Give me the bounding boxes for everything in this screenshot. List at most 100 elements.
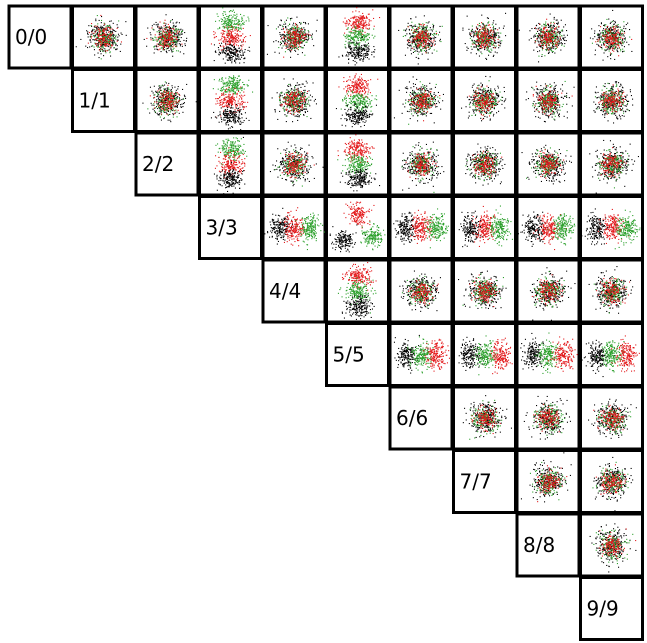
scatter-point xyxy=(249,35,251,37)
scatter-point xyxy=(404,35,406,37)
scatter-point xyxy=(296,43,298,45)
scatter-point xyxy=(622,43,624,45)
scatter-point xyxy=(353,47,355,49)
scatter-point xyxy=(229,43,231,45)
scatter-point xyxy=(283,28,285,30)
scatter-point xyxy=(162,34,164,36)
scatter-point xyxy=(425,37,427,39)
scatter-point xyxy=(600,22,602,24)
scatter-point xyxy=(348,35,350,37)
scatter-point xyxy=(537,27,539,29)
scatter-point xyxy=(157,39,159,41)
scatter-point xyxy=(176,41,178,43)
scatter-point xyxy=(486,46,488,48)
scatter-point xyxy=(355,45,357,47)
scatter-point xyxy=(555,37,557,39)
scatter-point xyxy=(298,31,300,33)
scatter-point xyxy=(604,34,606,36)
scatter-point xyxy=(184,32,186,34)
scatter-point xyxy=(245,36,247,38)
scatter-point xyxy=(608,28,610,30)
scatter-point xyxy=(225,44,227,46)
scatter-point xyxy=(303,44,305,46)
scatter-point xyxy=(237,21,239,23)
scatter-point xyxy=(166,44,168,46)
scatter-point xyxy=(407,26,409,28)
scatter-point xyxy=(555,43,557,45)
scatter-point xyxy=(612,41,614,43)
scatter-point xyxy=(361,49,363,51)
scatter-point xyxy=(362,60,364,62)
scatter-point xyxy=(422,25,424,27)
scatter-point xyxy=(614,39,616,41)
scatter-point xyxy=(363,58,365,60)
scatter-point xyxy=(234,27,236,29)
scatter-point xyxy=(143,38,145,40)
scatter-point xyxy=(421,49,423,51)
scatter-point xyxy=(557,37,559,39)
scatter-point xyxy=(536,46,538,48)
scatter-point xyxy=(422,31,424,33)
scatter-point xyxy=(547,24,549,26)
scatter-point xyxy=(292,32,294,34)
scatter-point xyxy=(481,38,483,40)
scatter-point xyxy=(116,24,118,26)
scatter-point xyxy=(484,41,486,43)
scatter-point xyxy=(107,29,109,31)
scatter-point xyxy=(597,35,599,37)
scatter-point xyxy=(476,28,478,30)
scatter-point xyxy=(161,40,163,42)
scatter-point xyxy=(606,35,608,37)
scatter-point xyxy=(429,34,431,36)
scatter-point xyxy=(480,35,482,37)
scatter-point xyxy=(167,26,169,28)
scatter-point xyxy=(408,42,410,44)
scatter-point xyxy=(222,20,224,22)
scatter-point xyxy=(154,39,156,41)
scatter-point xyxy=(292,45,294,47)
scatter-point xyxy=(106,33,108,35)
scatter-point xyxy=(475,44,477,46)
scatter-point xyxy=(225,50,227,52)
scatter-point xyxy=(417,35,419,37)
scatter-point xyxy=(424,33,426,35)
scatter-point xyxy=(164,41,166,43)
scatter-point xyxy=(295,39,297,41)
scatter-point xyxy=(426,25,428,27)
scatter-point xyxy=(99,29,101,31)
scatter-point xyxy=(235,52,237,54)
scatter-point xyxy=(549,36,551,38)
scatter-point xyxy=(541,55,543,57)
scatter-point xyxy=(95,38,97,40)
scatter-point xyxy=(294,30,296,32)
scatter-point xyxy=(302,35,304,37)
scatter-point xyxy=(552,37,554,39)
scatter-point xyxy=(611,41,613,43)
scatter-point xyxy=(80,38,82,40)
scatter-point xyxy=(178,43,180,45)
scatter-point xyxy=(184,43,186,45)
scatter-point xyxy=(349,47,351,49)
scatter-point xyxy=(609,35,611,37)
scatter-point xyxy=(112,41,114,43)
scatter-point xyxy=(354,17,356,19)
scatter-point xyxy=(542,40,544,42)
scatter-point xyxy=(491,36,493,38)
scatter-point xyxy=(166,35,168,37)
scatter-point xyxy=(425,32,427,34)
scatter-point xyxy=(597,37,599,39)
scatter-point xyxy=(125,34,127,36)
scatter-point xyxy=(604,40,606,42)
scatter-point xyxy=(306,33,308,35)
scatter-point xyxy=(560,39,562,41)
scatter-point xyxy=(288,47,290,49)
scatter-point xyxy=(358,44,360,46)
scatter-point xyxy=(362,54,364,56)
scatter-point xyxy=(429,43,431,45)
scatter-point xyxy=(221,49,223,51)
scatter-point xyxy=(605,34,607,36)
scatter-point xyxy=(416,29,418,31)
scatter-point xyxy=(549,39,551,41)
scatter-point xyxy=(162,45,164,47)
scatter-point xyxy=(281,28,283,30)
